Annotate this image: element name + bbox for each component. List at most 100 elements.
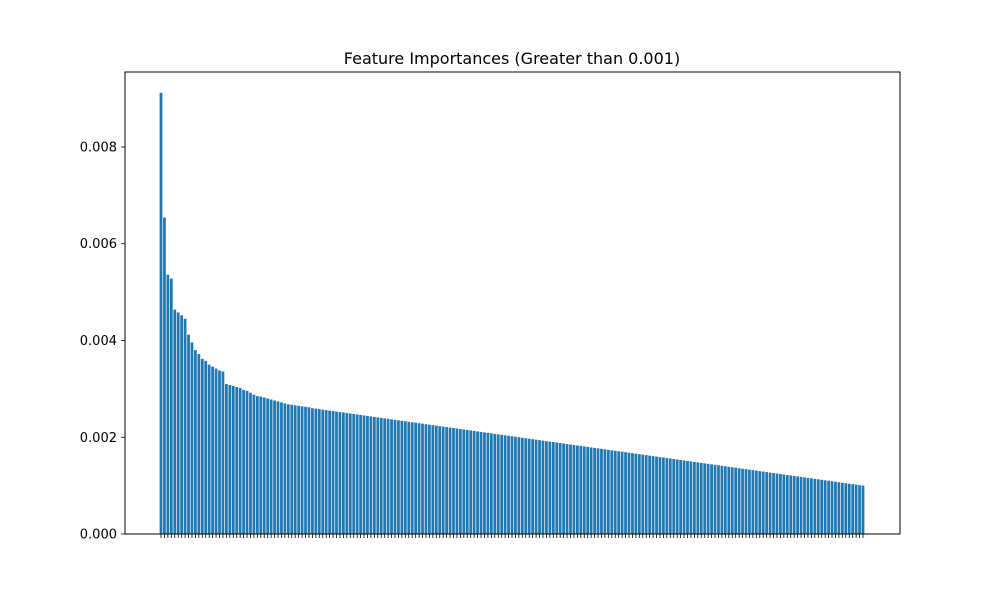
bar bbox=[428, 424, 431, 534]
bar bbox=[434, 425, 438, 534]
bar bbox=[369, 416, 373, 534]
bar bbox=[699, 462, 703, 534]
bar bbox=[514, 436, 517, 534]
bar bbox=[496, 434, 500, 534]
bar bbox=[276, 401, 280, 534]
bar bbox=[534, 439, 538, 534]
bar bbox=[816, 479, 820, 534]
bar bbox=[328, 410, 331, 534]
bar bbox=[720, 465, 724, 534]
bar bbox=[847, 483, 851, 534]
bar bbox=[407, 421, 411, 534]
bar bbox=[355, 414, 359, 534]
bar bbox=[765, 472, 769, 534]
bar bbox=[273, 400, 276, 534]
bar bbox=[180, 315, 184, 534]
bar bbox=[706, 463, 710, 534]
plot-frame bbox=[124, 71, 901, 535]
bar bbox=[834, 481, 837, 534]
bar bbox=[682, 460, 686, 534]
bar bbox=[741, 468, 744, 534]
bar bbox=[379, 417, 383, 534]
bar bbox=[200, 358, 204, 534]
bar bbox=[779, 474, 782, 534]
bar bbox=[400, 420, 404, 534]
bar bbox=[648, 455, 652, 534]
bar bbox=[751, 470, 755, 534]
bar bbox=[159, 92, 163, 535]
bar bbox=[693, 461, 696, 534]
bar bbox=[723, 466, 727, 534]
bar bbox=[503, 435, 507, 534]
bar bbox=[637, 454, 641, 534]
bar bbox=[606, 449, 610, 534]
bar bbox=[768, 472, 772, 534]
bar bbox=[830, 481, 834, 534]
bar bbox=[249, 392, 252, 534]
bar bbox=[280, 402, 283, 534]
bar bbox=[727, 466, 731, 534]
bar bbox=[569, 444, 572, 534]
bar bbox=[300, 406, 304, 534]
x-ticks-group bbox=[160, 534, 864, 538]
bar bbox=[651, 456, 655, 534]
bar bbox=[372, 416, 376, 534]
bar bbox=[785, 474, 789, 534]
bar bbox=[531, 439, 535, 534]
bar bbox=[342, 412, 345, 534]
bar bbox=[297, 405, 301, 534]
bar bbox=[572, 444, 576, 534]
bar bbox=[582, 446, 586, 534]
bar bbox=[393, 419, 397, 534]
y-tick-label: 0.006 bbox=[80, 237, 117, 252]
bar bbox=[806, 477, 810, 534]
bar bbox=[545, 441, 548, 534]
bar bbox=[510, 436, 514, 534]
bar bbox=[493, 433, 497, 534]
bar bbox=[469, 430, 473, 534]
bar bbox=[390, 419, 393, 534]
bar bbox=[314, 408, 318, 534]
bar bbox=[163, 217, 166, 535]
bar bbox=[851, 484, 855, 534]
bar bbox=[754, 470, 758, 534]
bar bbox=[211, 366, 214, 534]
bar bbox=[562, 443, 565, 534]
bar bbox=[576, 445, 579, 534]
bar bbox=[245, 390, 249, 534]
bar bbox=[737, 468, 741, 534]
bar bbox=[197, 354, 201, 534]
bar bbox=[397, 420, 400, 534]
bar bbox=[810, 478, 813, 534]
bar bbox=[548, 441, 552, 534]
bar bbox=[252, 394, 256, 534]
bar bbox=[589, 447, 593, 534]
bar bbox=[293, 405, 297, 534]
bar bbox=[459, 429, 462, 534]
bar bbox=[476, 431, 479, 534]
bar bbox=[775, 473, 779, 534]
bar bbox=[551, 442, 555, 534]
bar bbox=[352, 414, 356, 534]
bar bbox=[317, 409, 321, 534]
bar bbox=[386, 418, 390, 534]
bar bbox=[331, 411, 335, 534]
bar bbox=[541, 440, 545, 534]
bar bbox=[235, 386, 239, 534]
bar bbox=[761, 471, 765, 534]
bar bbox=[266, 398, 270, 534]
bar bbox=[238, 387, 242, 534]
y-axis-ticks: 0.000 0.002 0.004 0.006 0.008 bbox=[80, 140, 125, 543]
bar bbox=[782, 474, 786, 534]
bar bbox=[231, 385, 235, 534]
bar bbox=[338, 412, 342, 534]
bar bbox=[789, 475, 793, 534]
y-tick-label: 0.000 bbox=[80, 528, 117, 543]
bar bbox=[169, 278, 173, 534]
bar bbox=[283, 403, 287, 534]
bar bbox=[524, 438, 528, 534]
bar bbox=[255, 396, 259, 534]
bar bbox=[610, 450, 614, 534]
bar bbox=[579, 445, 583, 534]
bar bbox=[672, 459, 676, 534]
